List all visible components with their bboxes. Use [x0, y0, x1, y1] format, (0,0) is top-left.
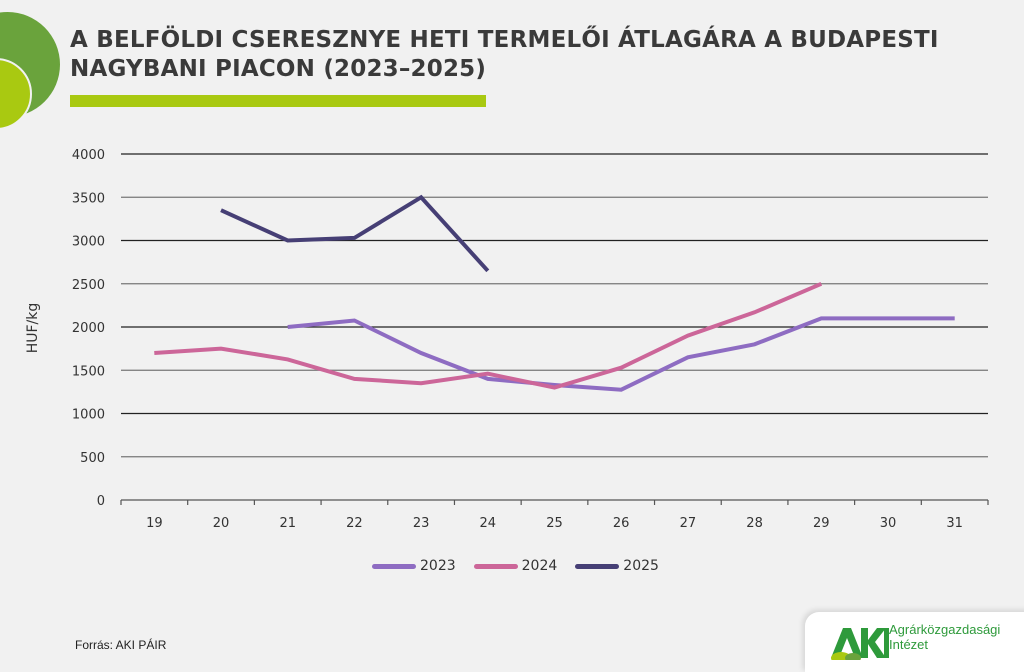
x-tick-label: 31: [946, 516, 963, 531]
x-tick-label: 19: [146, 516, 163, 531]
aki-logo: Agrárközgazdasági Intézet: [805, 612, 1024, 672]
source-note: Forrás: AKI PÁIR: [75, 638, 167, 652]
legend-swatch-2023: [372, 563, 416, 569]
x-axis: 19 20 21 22 23 24 25 26 27 28 29 30 31: [120, 499, 989, 531]
aki-logo-text: Agrárközgazdasági Intézet: [889, 622, 1000, 652]
chart-title: A BELFÖLDI CSERESZNYE HETI TERMELŐI ÁTLA…: [70, 27, 939, 82]
y-tick-label: 1500: [72, 364, 105, 379]
legend-label: 2023: [420, 558, 456, 574]
y-tick-label: 3000: [72, 235, 105, 250]
y-tick-label: 0: [97, 494, 105, 509]
y-axis-label: HUF/kg: [25, 303, 41, 354]
legend-swatch-2024: [473, 563, 518, 569]
x-tick-label: 29: [813, 516, 830, 531]
y-tick-label: 3500: [72, 191, 105, 206]
series-line-2023: [287, 316, 955, 392]
x-tick-label: 21: [279, 516, 296, 531]
data-series: [154, 194, 955, 392]
x-tick-label: 22: [346, 516, 363, 531]
y-tick-label: 2000: [72, 321, 105, 336]
logo-line-2: Intézet: [889, 637, 929, 652]
legend-item-2025: 2025: [575, 558, 659, 574]
y-tick-label: 4000: [72, 148, 105, 163]
legend-label: 2024: [521, 558, 558, 574]
x-tick-label: 26: [613, 516, 630, 531]
x-tick-label: 20: [213, 516, 230, 531]
x-tick-label: 30: [880, 516, 897, 531]
legend: 2023 2024 2025: [372, 558, 659, 574]
title-underline-bar: [70, 95, 486, 107]
aki-logo-icon: [831, 628, 889, 660]
gridlines: [121, 153, 988, 458]
series-line-2024: [154, 281, 823, 390]
y-tick-label: 500: [80, 451, 105, 466]
y-tick-label: 1000: [72, 408, 105, 423]
x-tick-label: 25: [546, 516, 563, 531]
legend-item-2023: 2023: [372, 558, 456, 574]
x-tick-label: 28: [746, 516, 763, 531]
series-line-2025: [220, 194, 490, 273]
legend-item-2024: 2024: [473, 558, 558, 574]
legend-label: 2025: [623, 558, 659, 574]
x-tick-label: 24: [480, 516, 497, 531]
x-tick-label: 27: [680, 516, 697, 531]
y-tick-label: 2500: [72, 278, 105, 293]
legend-swatch-2025: [575, 563, 620, 569]
logo-line-1: Agrárközgazdasági: [889, 622, 1001, 637]
x-tick-label: 23: [413, 516, 430, 531]
y-axis-ticks: 0 500 1000 1500 2000 2500 3000 3500 4000: [72, 148, 105, 509]
